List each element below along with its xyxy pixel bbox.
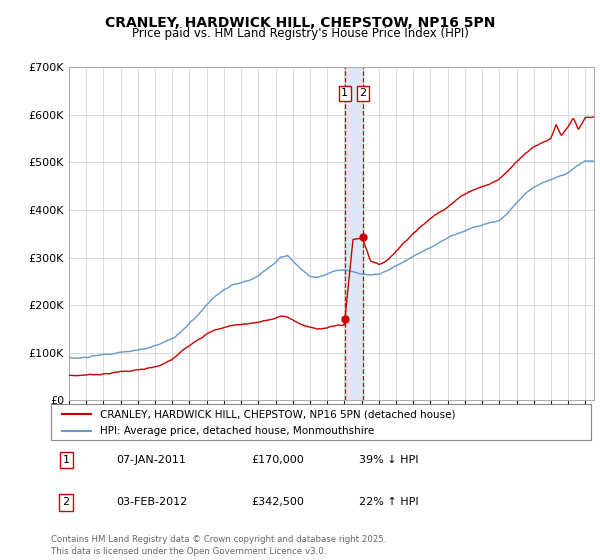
Text: Contains HM Land Registry data © Crown copyright and database right 2025.
This d: Contains HM Land Registry data © Crown c… xyxy=(51,535,386,556)
Text: 1: 1 xyxy=(62,455,70,465)
Bar xyxy=(345,67,363,400)
Text: 39% ↓ HPI: 39% ↓ HPI xyxy=(359,455,418,465)
Text: 07-JAN-2011: 07-JAN-2011 xyxy=(116,455,185,465)
Text: £342,500: £342,500 xyxy=(251,497,304,507)
Text: 03-FEB-2012: 03-FEB-2012 xyxy=(116,497,187,507)
Text: CRANLEY, HARDWICK HILL, CHEPSTOW, NP16 5PN: CRANLEY, HARDWICK HILL, CHEPSTOW, NP16 5… xyxy=(105,16,495,30)
Text: 2: 2 xyxy=(62,497,70,507)
Text: 2: 2 xyxy=(359,88,367,99)
Text: HPI: Average price, detached house, Monmouthshire: HPI: Average price, detached house, Monm… xyxy=(100,426,374,436)
FancyBboxPatch shape xyxy=(51,404,591,440)
Text: £170,000: £170,000 xyxy=(251,455,304,465)
Text: 22% ↑ HPI: 22% ↑ HPI xyxy=(359,497,418,507)
Text: CRANLEY, HARDWICK HILL, CHEPSTOW, NP16 5PN (detached house): CRANLEY, HARDWICK HILL, CHEPSTOW, NP16 5… xyxy=(100,409,455,419)
Text: Price paid vs. HM Land Registry's House Price Index (HPI): Price paid vs. HM Land Registry's House … xyxy=(131,27,469,40)
Text: 1: 1 xyxy=(341,88,348,99)
